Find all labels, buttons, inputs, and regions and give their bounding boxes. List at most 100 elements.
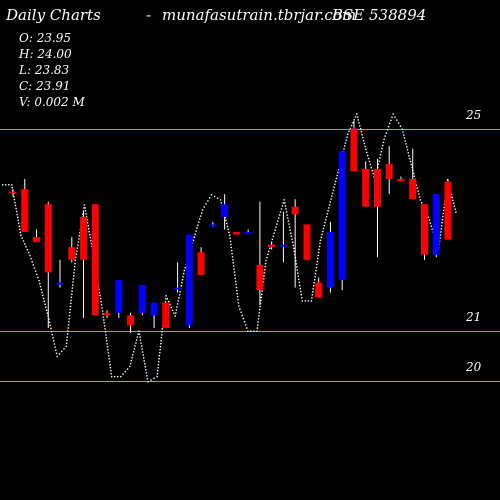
dotted-line-point [315, 266, 318, 269]
dotted-line-point [75, 256, 77, 259]
dotted-line-point [316, 263, 318, 266]
dotted-line-point [366, 151, 368, 154]
dotted-line-point [287, 217, 289, 219]
dotted-line-point [68, 321, 70, 323]
dotted-line-point [142, 354, 144, 356]
dotted-line-point [325, 219, 327, 221]
dotted-line-point [201, 209, 204, 211]
dotted-line-point [220, 202, 223, 204]
dotted-line-point [65, 345, 67, 348]
dotted-line-point [54, 346, 56, 348]
dotted-line-point [362, 139, 365, 142]
dotted-line-point [150, 379, 152, 381]
dotted-line-point [230, 243, 232, 246]
dotted-line-point [13, 198, 16, 201]
dotted-line-point [61, 350, 63, 353]
candle-body [409, 179, 417, 200]
dotted-line-point [232, 259, 234, 261]
dotted-line-point [237, 302, 240, 304]
dotted-line-point [225, 219, 227, 222]
dotted-line-point [165, 295, 167, 297]
dotted-line-point [160, 340, 162, 342]
dotted-line-point [140, 345, 143, 347]
dotted-line-point [261, 293, 263, 295]
dotted-line-point [40, 288, 42, 291]
dotted-line-point [175, 312, 177, 314]
dotted-line-point [103, 322, 105, 324]
dotted-line-point [17, 216, 19, 219]
dotted-line-point [178, 297, 180, 299]
candlestick [303, 224, 311, 260]
dotted-line-point [69, 308, 71, 311]
dotted-line-point [382, 144, 384, 147]
dotted-line-point [241, 314, 243, 317]
dotted-line-point [24, 243, 26, 245]
dotted-line-point [318, 248, 320, 251]
dotted-line-point [48, 321, 51, 323]
dotted-line-point [229, 237, 231, 239]
dotted-line-point [101, 310, 104, 312]
dotted-line-point [158, 361, 160, 363]
dotted-line-point [292, 241, 294, 243]
dotted-line-point [43, 300, 45, 302]
dotted-line-point [409, 158, 411, 160]
dotted-line-point [82, 213, 84, 215]
dotted-line-point [317, 254, 319, 257]
dotted-line-point [370, 166, 372, 169]
dotted-line-point [46, 312, 48, 314]
candle-body [303, 224, 311, 260]
candlestick [138, 285, 146, 316]
dotted-line-point [197, 224, 199, 226]
dotted-line-point [240, 311, 242, 313]
dotted-line-point [317, 257, 319, 260]
header-separator: - [146, 6, 152, 24]
dotted-line-point [320, 236, 322, 239]
candle-body [91, 204, 99, 316]
dotted-line-point [31, 261, 33, 263]
dotted-line-point [298, 281, 300, 284]
dotted-line-point [194, 233, 196, 235]
candle-body [9, 191, 17, 194]
dotted-line-point [183, 269, 185, 272]
dotted-line-point [71, 290, 73, 292]
dotted-line-point [247, 330, 249, 332]
dotted-line-point [18, 225, 20, 227]
dotted-line-point [69, 305, 72, 308]
dotted-line-point [72, 284, 74, 286]
candlestick [115, 280, 123, 318]
dotted-line-point [326, 213, 328, 215]
dotted-line-point [358, 122, 360, 124]
dotted-line-point [29, 254, 31, 257]
dotted-line-point [263, 278, 265, 280]
candlestick [33, 229, 41, 243]
dotted-line-point [232, 262, 234, 264]
dotted-line-point [367, 157, 370, 160]
dotted-line-point [404, 140, 406, 142]
candle-body [244, 232, 252, 235]
dotted-line-point [439, 237, 441, 239]
dotted-line-point [228, 231, 230, 233]
candlestick [244, 229, 252, 235]
dotted-line-point [99, 294, 101, 297]
dotted-line-point [263, 275, 265, 277]
dotted-line-point [230, 246, 232, 249]
dotted-line-point [233, 271, 236, 273]
dotted-line-point [138, 330, 140, 332]
dotted-line-point [324, 221, 326, 224]
dotted-line-point [417, 190, 419, 192]
dotted-line-point [278, 214, 281, 216]
candlestick [279, 211, 287, 263]
dotted-line-point [70, 296, 73, 298]
dotted-line-point [260, 296, 262, 299]
dotted-line-point [441, 219, 444, 221]
dotted-line-point [243, 321, 246, 323]
candle-body [256, 264, 264, 291]
dotted-line-point [289, 229, 291, 231]
dotted-line-point [73, 275, 75, 277]
dotted-line-point [352, 122, 354, 124]
dotted-line-point [226, 225, 229, 228]
dotted-line-point [146, 378, 149, 380]
dotted-line-point [85, 213, 87, 215]
candlestick [409, 148, 417, 200]
dotted-line-point [265, 259, 267, 262]
